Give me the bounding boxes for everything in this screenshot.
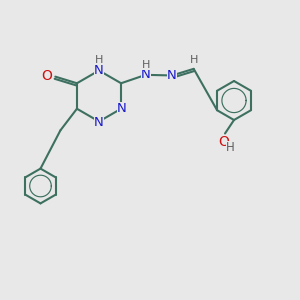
Text: H: H	[95, 55, 103, 65]
Text: N: N	[94, 64, 104, 77]
Text: O: O	[41, 69, 52, 83]
Text: H: H	[190, 55, 198, 65]
Text: H: H	[226, 141, 235, 154]
Text: N: N	[94, 116, 104, 129]
Text: H: H	[142, 60, 150, 70]
Text: N: N	[117, 102, 127, 115]
Text: O: O	[218, 135, 229, 149]
Text: N: N	[167, 69, 177, 82]
Text: N: N	[141, 68, 151, 81]
